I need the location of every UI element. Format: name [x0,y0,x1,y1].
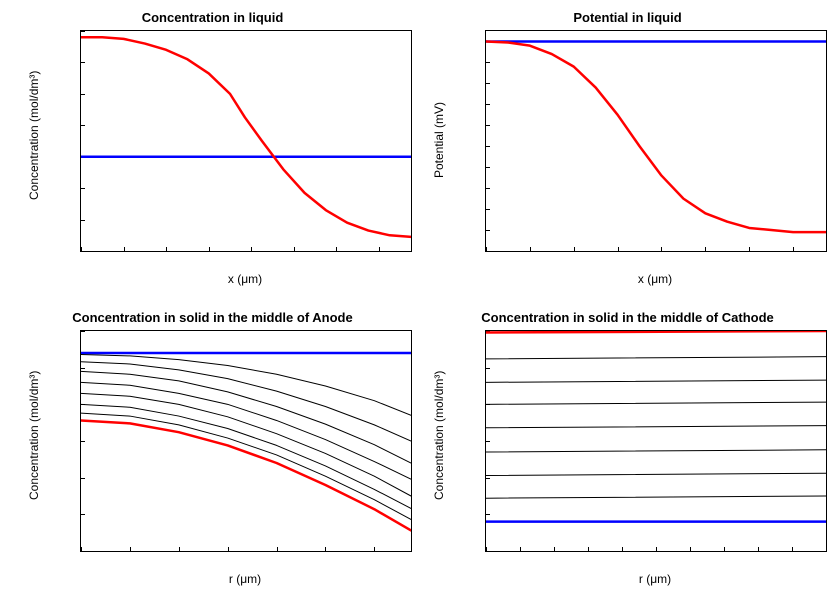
xtick-label: 0.02 [611,551,632,552]
panel-potential-liquid: Potential in liquid -0.1-0.09-0.08-0.07-… [425,10,830,300]
series-line [486,496,826,498]
xtick-label: 0 [485,251,489,252]
xtick-label: 10 [319,551,331,552]
xtick-label: 12 [368,551,380,552]
plot-area: 0.90.9511.051.11.151.200.0050.010.0150.0… [485,330,827,552]
xtick-label: 0.025 [642,551,670,552]
plot-svg [486,331,826,551]
series-line [486,473,826,475]
plot-area: 25.8525.925.952626.0526.126.15024681012 [80,330,412,552]
xlabel: x (μm) [80,272,410,286]
series-line [81,362,411,441]
xtick-label: 140 [784,251,802,252]
panel-concentration-anode: Concentration in solid in the middle of … [10,310,415,600]
xtick-label: 0.03 [679,551,700,552]
panel-concentration-cathode: Concentration in solid in the middle of … [425,310,830,600]
xtick-label: 0.05 [815,551,827,552]
xtick-label: 60 [203,251,215,252]
xtick-label: 0.01 [543,551,564,552]
panel-title: Concentration in solid in the middle of … [425,310,830,325]
xtick-label: 80 [245,251,257,252]
xtick-label: 4 [176,551,182,552]
xtick-label: 0.015 [574,551,602,552]
xtick-label: 140 [370,251,388,252]
xtick-label: 0.04 [747,551,768,552]
xtick-label: 0.045 [778,551,806,552]
xtick-label: 20 [524,251,536,252]
xtick-label: 20 [117,251,129,252]
xtick-label: 100 [696,251,714,252]
xtick-label: 0 [80,551,84,552]
xtick-label: 6 [225,551,231,552]
xlabel: r (μm) [485,572,825,586]
series-line [486,426,826,428]
panel-concentration-liquid: Concentration in liquid 0.99940.99960.99… [10,10,415,300]
xtick-label: 8 [273,551,279,552]
xtick-label: 80 [655,251,667,252]
xtick-label: 0 [80,251,84,252]
plot-svg [81,31,411,251]
series-line [81,37,411,237]
xlabel: x (μm) [485,272,825,286]
ylabel: Concentration (mol/dm³) [432,380,446,500]
xlabel: r (μm) [80,572,410,586]
series-line [486,331,826,332]
panel-title: Concentration in solid in the middle of … [10,310,415,325]
series-line [486,357,826,359]
ylabel: Potential (mV) [432,80,446,200]
series-line [486,380,826,382]
chart-grid: Concentration in liquid 0.99940.99960.99… [10,10,830,600]
panel-title: Potential in liquid [425,10,830,25]
ylabel: Concentration (mol/dm³) [27,80,41,200]
series-line [486,41,826,232]
xtick-label: 40 [160,251,172,252]
ylabel: Concentration (mol/dm³) [27,380,41,500]
xtick-label: 60 [611,251,623,252]
series-line [486,450,826,452]
xtick-label: 120 [327,251,345,252]
xtick-label: 100 [285,251,303,252]
series-line [81,420,411,530]
plot-area: 0.99940.99960.999811.00021.00041.00061.0… [80,30,412,252]
xtick-label: 0 [485,551,489,552]
series-line [486,402,826,404]
xtick-label: 40 [568,251,580,252]
plot-svg [81,331,411,551]
xtick-label: 120 [740,251,758,252]
plot-area: -0.1-0.09-0.08-0.07-0.06-0.05-0.04-0.03-… [485,30,827,252]
panel-title: Concentration in liquid [10,10,415,25]
xtick-label: 2 [127,551,133,552]
plot-svg [486,31,826,251]
xtick-label: 0.035 [710,551,738,552]
xtick-label: 0.005 [506,551,534,552]
